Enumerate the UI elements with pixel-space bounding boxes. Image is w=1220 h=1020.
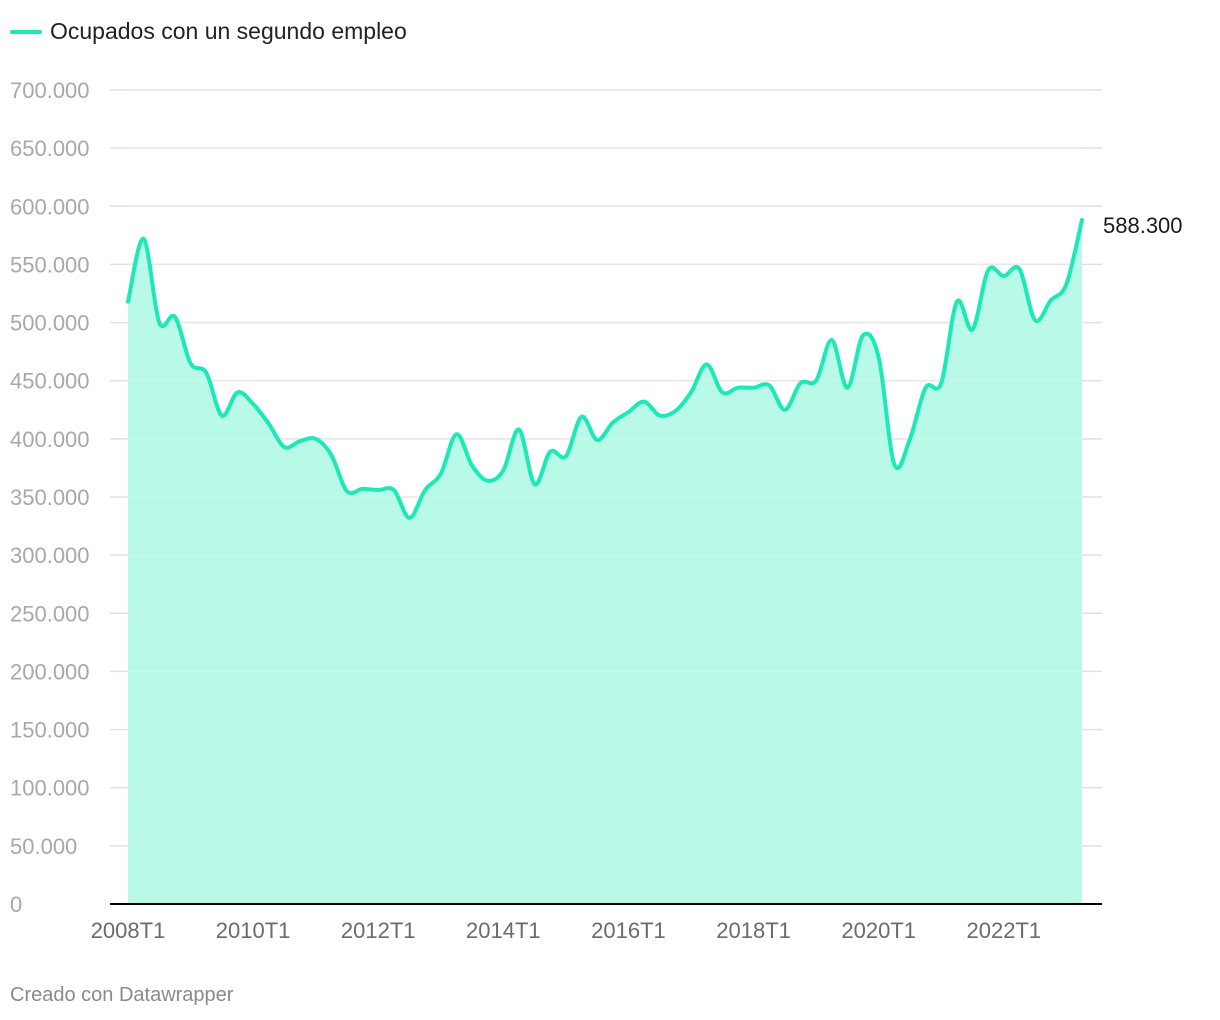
- series-area: [128, 219, 1082, 904]
- x-tick-label: 2014T1: [466, 918, 541, 943]
- y-tick-label: 300.000: [10, 543, 90, 568]
- line-area-chart: 0 50.000 100.000 150.000 200.000 250.000 300.0…: [10, 78, 1183, 943]
- y-axis-ticks: 0 50.000 100.000 150.000 200.000 250.000 300.0…: [10, 78, 90, 917]
- y-tick-label: 150.000: [10, 718, 90, 743]
- legend: Ocupados con un segundo empleo: [10, 18, 407, 45]
- y-tick-label: 100.000: [10, 776, 90, 801]
- legend-swatch: [10, 29, 42, 34]
- x-tick-label: 2016T1: [591, 918, 666, 943]
- y-tick-label: 500.000: [10, 311, 90, 336]
- area-layer: [110, 89, 1102, 905]
- x-axis-ticks: 2008T1 2010T1 2012T1 2014T1 2016T1 2018T1 2020…: [91, 918, 1041, 943]
- y-tick-label: 550.000: [10, 252, 90, 277]
- y-tick-label: 50.000: [10, 834, 77, 859]
- data-labels: 588.300: [1103, 213, 1183, 238]
- y-tick-label: 650.000: [10, 136, 90, 161]
- x-tick-label: 2012T1: [341, 918, 416, 943]
- y-tick-label: 0: [10, 892, 22, 917]
- y-tick-label: 200.000: [10, 659, 90, 684]
- y-tick-label: 350.000: [10, 485, 90, 510]
- end-value-label: 588.300: [1103, 213, 1183, 238]
- series-line: [126, 217, 1084, 520]
- y-tick-label: 400.000: [10, 427, 90, 452]
- y-tick-label: 450.000: [10, 369, 90, 394]
- legend-label: Ocupados con un segundo empleo: [50, 18, 407, 44]
- credit-footer: Creado con Datawrapper: [10, 984, 234, 1006]
- x-tick-label: 2022T1: [966, 918, 1041, 943]
- x-tick-label: 2008T1: [91, 918, 166, 943]
- x-tick-label: 2020T1: [841, 918, 916, 943]
- y-tick-label: 250.000: [10, 601, 90, 626]
- y-tick-label: 700.000: [10, 78, 90, 103]
- y-tick-label: 600.000: [10, 194, 90, 219]
- x-tick-label: 2018T1: [716, 918, 791, 943]
- x-tick-label: 2010T1: [216, 918, 291, 943]
